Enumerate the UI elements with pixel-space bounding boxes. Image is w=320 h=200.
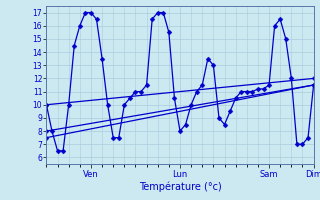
X-axis label: Température (°c): Température (°c) [139, 181, 221, 192]
